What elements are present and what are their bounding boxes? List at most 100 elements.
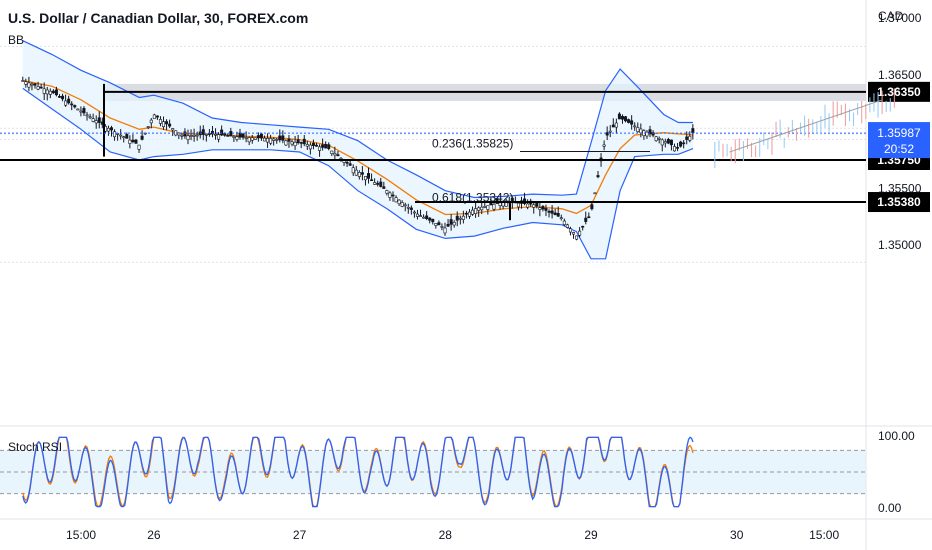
time-tick-label: 26 <box>147 528 161 542</box>
candle-body <box>180 134 184 137</box>
candle-body <box>284 140 288 146</box>
candle-body <box>593 192 597 195</box>
candle-body <box>556 212 560 217</box>
candle-body <box>220 129 224 136</box>
candle-body <box>253 137 257 140</box>
candle-body <box>492 203 496 210</box>
candle-body <box>367 173 371 179</box>
stoch-tick-label: 0.00 <box>878 501 902 515</box>
candle-body <box>666 139 670 144</box>
candle-body <box>51 90 55 94</box>
candle-body <box>376 182 380 185</box>
candle-body <box>611 124 615 128</box>
candle-body <box>308 144 312 150</box>
candle-body <box>627 119 631 123</box>
candle-body <box>293 141 297 147</box>
candle-body <box>572 232 576 235</box>
candle-body <box>275 139 279 141</box>
candle-body <box>247 137 251 143</box>
bb-fill <box>22 40 694 259</box>
candle-body <box>455 215 459 221</box>
candle-body <box>241 133 245 138</box>
price-tick-label: 1.35000 <box>878 238 922 252</box>
candle-body <box>336 154 340 157</box>
current-price-badge <box>868 122 930 159</box>
candle-body <box>125 134 129 139</box>
candle-body <box>397 199 401 205</box>
candle-body <box>305 144 309 147</box>
level-badge-label: 1.36350 <box>877 85 921 99</box>
price-tick-label: 1.35500 <box>878 181 922 195</box>
candle-body <box>651 132 655 136</box>
candle-body <box>192 134 196 137</box>
fib-618-label: 0.618(1.35342) <box>432 190 513 204</box>
candle-body <box>547 211 551 213</box>
candle-body <box>648 129 652 134</box>
candle-body <box>134 139 138 144</box>
candle-body <box>94 120 98 124</box>
candle-body <box>79 110 83 113</box>
candle-body <box>477 207 481 211</box>
level-badge <box>868 81 930 102</box>
candle-body <box>590 204 594 210</box>
candle-body <box>223 133 227 136</box>
candle-body <box>385 190 389 194</box>
candle-body <box>526 203 530 208</box>
candle-body <box>587 216 591 219</box>
candle-body <box>348 163 352 166</box>
candle-body <box>214 133 218 136</box>
candle-body <box>382 186 386 189</box>
candle-body <box>449 219 453 225</box>
candle-body <box>85 114 89 117</box>
candle-body <box>345 161 349 164</box>
candle-body <box>201 129 205 135</box>
candle-body <box>363 176 367 181</box>
candle-body <box>70 103 74 106</box>
candle-body <box>568 228 572 233</box>
time-tick-label: 27 <box>293 528 307 542</box>
candle-body <box>419 215 423 217</box>
candle-body <box>584 217 588 222</box>
candle-body <box>636 127 640 132</box>
bb-indicator-label[interactable]: BB <box>8 33 25 47</box>
time-tick-label: 15:00 <box>66 528 96 542</box>
candle-body <box>639 128 643 134</box>
candle-body <box>152 114 156 119</box>
candle-body <box>149 119 153 124</box>
candle-body <box>516 202 520 208</box>
candle-body <box>299 142 303 144</box>
candle-body <box>76 108 80 111</box>
candle-body <box>630 120 634 125</box>
candle-body <box>259 133 263 139</box>
candle-body <box>351 167 355 174</box>
candle-body <box>461 215 465 220</box>
candle-body <box>321 144 325 148</box>
currency-label: CAD <box>878 9 904 23</box>
level-badge-label: 1.35380 <box>877 195 921 209</box>
candle-body <box>67 98 71 104</box>
candle-body <box>64 100 68 106</box>
candle-body <box>97 117 101 123</box>
candle-body <box>189 135 193 137</box>
candle-body <box>54 89 58 96</box>
candle-body <box>119 134 123 137</box>
candle-body <box>324 144 328 149</box>
candle-body <box>42 88 46 94</box>
candle-body <box>48 90 52 95</box>
candle-body <box>217 134 221 140</box>
candle-body <box>256 135 260 139</box>
stoch-rsi-label[interactable]: Stoch RSI <box>8 440 63 454</box>
candle-body <box>412 211 416 214</box>
candle-body <box>605 132 609 136</box>
candle-body <box>620 116 624 120</box>
candle-body <box>158 119 162 124</box>
candle-body <box>110 127 114 131</box>
candle-body <box>232 136 236 138</box>
candle-body <box>315 144 319 147</box>
bb-lower-line <box>22 87 694 260</box>
level-badge <box>868 192 930 213</box>
candle-body <box>483 206 487 208</box>
candle-body <box>559 217 563 219</box>
